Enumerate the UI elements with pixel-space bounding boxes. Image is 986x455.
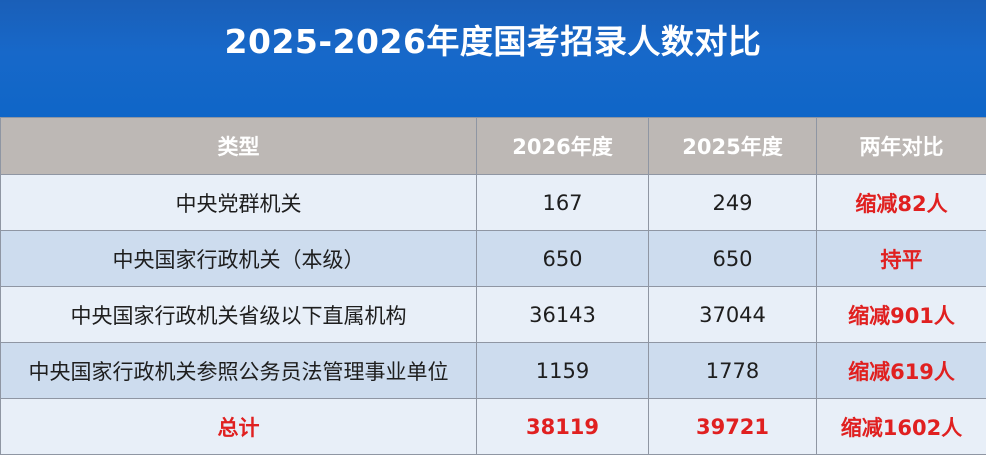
table-row: 中央国家行政机关（本级） 650 650 持平 — [0, 230, 986, 287]
cell-comparison: 缩减901人 — [816, 286, 986, 343]
cell-2025: 37044 — [648, 286, 817, 343]
total-2025: 39721 — [648, 398, 817, 455]
cell-2025: 1778 — [648, 342, 817, 399]
cell-category: 中央国家行政机关参照公务员法管理事业单位 — [0, 342, 477, 399]
cell-2025: 650 — [648, 230, 817, 287]
table-row: 中央国家行政机关参照公务员法管理事业单位 1159 1778 缩减619人 — [0, 342, 986, 399]
cell-comparison: 持平 — [816, 230, 986, 287]
table-row: 中央国家行政机关省级以下直属机构 36143 37044 缩减901人 — [0, 286, 986, 343]
cell-2026: 36143 — [476, 286, 649, 343]
title-banner: 2025-2026年度国考招录人数对比 — [0, 0, 986, 117]
header-category: 类型 — [0, 117, 477, 175]
cell-category: 中央国家行政机关（本级） — [0, 230, 477, 287]
table-row: 中央党群机关 167 249 缩减82人 — [0, 174, 986, 231]
cell-category: 中央党群机关 — [0, 174, 477, 231]
total-comparison: 缩减1602人 — [816, 398, 986, 455]
cell-2025: 249 — [648, 174, 817, 231]
cell-2026: 1159 — [476, 342, 649, 399]
header-comparison: 两年对比 — [816, 117, 986, 175]
cell-category: 中央国家行政机关省级以下直属机构 — [0, 286, 477, 343]
cell-comparison: 缩减82人 — [816, 174, 986, 231]
total-row: 总计 38119 39721 缩减1602人 — [0, 398, 986, 455]
cell-2026: 650 — [476, 230, 649, 287]
comparison-table: 类型 2026年度 2025年度 两年对比 中央党群机关 167 249 缩减8… — [0, 117, 986, 455]
total-2026: 38119 — [476, 398, 649, 455]
cell-comparison: 缩减619人 — [816, 342, 986, 399]
header-2025: 2025年度 — [648, 117, 817, 175]
cell-2026: 167 — [476, 174, 649, 231]
total-label: 总计 — [0, 398, 477, 455]
table-header-row: 类型 2026年度 2025年度 两年对比 — [0, 117, 986, 175]
page-title: 2025-2026年度国考招录人数对比 — [224, 22, 762, 61]
header-2026: 2026年度 — [476, 117, 649, 175]
